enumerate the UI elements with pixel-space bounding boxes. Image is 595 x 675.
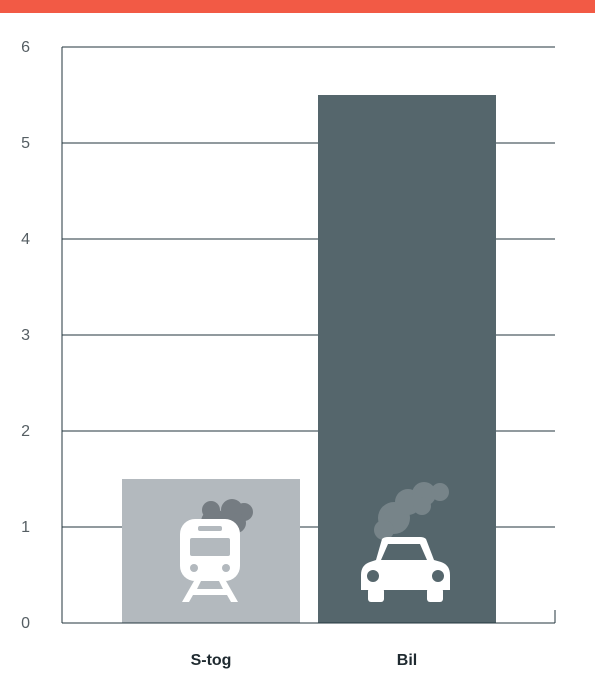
top-accent-bar [0,0,595,13]
train-with-smoke-icon [180,499,253,602]
y-tick-label-6: 6 [21,39,30,56]
car-icon [361,537,450,602]
y-tick-label-2: 2 [21,423,30,440]
y-tick-label-4: 4 [21,231,30,248]
y-tick-labels: 0 1 2 3 4 5 6 [21,39,30,632]
bars [122,95,496,623]
car-with-smoke-icon [361,482,450,602]
axes [61,47,556,624]
bar-icons [180,482,450,602]
train-icon [180,519,240,602]
y-tick-label-1: 1 [21,519,30,536]
smoke-icon [374,482,449,540]
x-tick-label-s-tog: S-tog [191,652,232,669]
y-tick-label-0: 0 [21,615,30,632]
bar-bil [318,95,496,623]
x-tick-label-bil: Bil [397,652,417,669]
x-tick-labels: S-tog Bil [191,652,418,669]
y-tick-label-5: 5 [21,135,30,152]
y-tick-label-3: 3 [21,327,30,344]
